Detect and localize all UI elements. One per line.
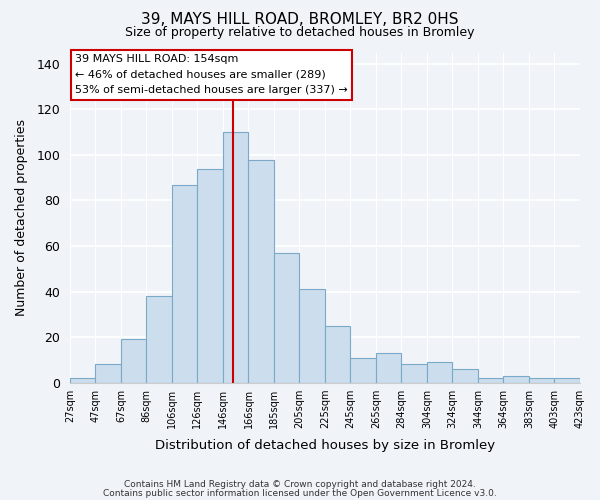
Bar: [529, 378, 554, 382]
Bar: [146, 296, 172, 382]
Bar: [554, 378, 580, 382]
Bar: [121, 340, 146, 382]
Bar: [427, 362, 452, 382]
Bar: [325, 326, 350, 382]
Text: Size of property relative to detached houses in Bromley: Size of property relative to detached ho…: [125, 26, 475, 39]
Bar: [503, 376, 529, 382]
Bar: [376, 353, 401, 382]
Bar: [452, 369, 478, 382]
Y-axis label: Number of detached properties: Number of detached properties: [15, 119, 28, 316]
Text: Contains public sector information licensed under the Open Government Licence v3: Contains public sector information licen…: [103, 488, 497, 498]
Bar: [172, 184, 197, 382]
Text: Contains HM Land Registry data © Crown copyright and database right 2024.: Contains HM Land Registry data © Crown c…: [124, 480, 476, 489]
Bar: [95, 364, 121, 382]
Text: 39, MAYS HILL ROAD, BROMLEY, BR2 0HS: 39, MAYS HILL ROAD, BROMLEY, BR2 0HS: [141, 12, 459, 28]
Bar: [197, 168, 223, 382]
Bar: [478, 378, 503, 382]
Bar: [401, 364, 427, 382]
X-axis label: Distribution of detached houses by size in Bromley: Distribution of detached houses by size …: [155, 440, 495, 452]
Bar: [248, 160, 274, 382]
Bar: [350, 358, 376, 382]
Bar: [299, 290, 325, 382]
Bar: [223, 132, 248, 382]
Bar: [274, 253, 299, 382]
Bar: [70, 378, 95, 382]
Text: 39 MAYS HILL ROAD: 154sqm
← 46% of detached houses are smaller (289)
53% of semi: 39 MAYS HILL ROAD: 154sqm ← 46% of detac…: [75, 54, 348, 96]
